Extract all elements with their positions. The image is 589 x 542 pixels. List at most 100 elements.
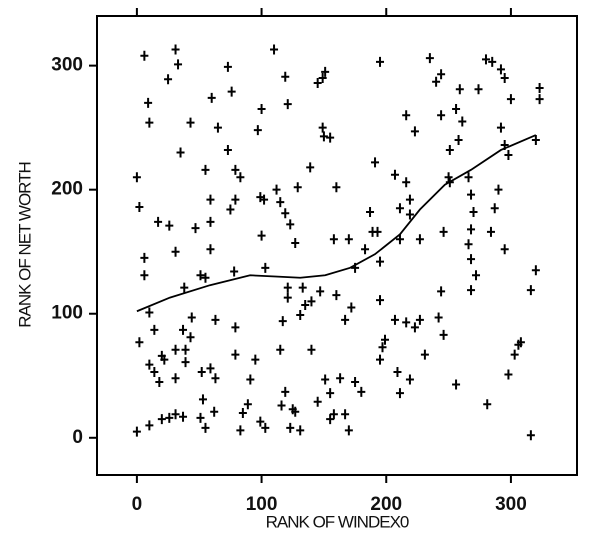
- point: [223, 61, 232, 72]
- point: [321, 66, 330, 77]
- point: [357, 386, 366, 397]
- point: [415, 234, 424, 245]
- point: [504, 149, 513, 160]
- point: [488, 56, 497, 67]
- point: [196, 412, 205, 423]
- point: [171, 373, 180, 384]
- y-tick-label: 100: [51, 303, 83, 324]
- point: [181, 357, 190, 368]
- point: [341, 409, 350, 420]
- point: [319, 131, 328, 142]
- point: [201, 164, 210, 175]
- point: [474, 84, 483, 95]
- point: [510, 349, 519, 360]
- x-tick-label: 300: [495, 494, 527, 515]
- point: [145, 117, 154, 128]
- point: [296, 425, 305, 436]
- point: [132, 426, 141, 437]
- point: [307, 296, 316, 307]
- point: [439, 226, 448, 237]
- point: [496, 64, 505, 75]
- point: [165, 220, 174, 231]
- x-tick-label: 0: [132, 494, 143, 515]
- point: [458, 116, 467, 127]
- plot-frame: [96, 15, 578, 476]
- point: [402, 177, 411, 188]
- point: [206, 216, 215, 227]
- point: [415, 314, 424, 325]
- point: [246, 374, 255, 385]
- point: [261, 422, 270, 433]
- y-tick-label: 0: [72, 427, 83, 448]
- point: [496, 122, 505, 133]
- point: [286, 219, 295, 230]
- point: [180, 282, 189, 293]
- point: [283, 282, 292, 293]
- point: [490, 203, 499, 214]
- point: [201, 422, 210, 433]
- point: [179, 411, 188, 422]
- point: [251, 354, 260, 365]
- point: [344, 234, 353, 245]
- point: [145, 359, 154, 370]
- point: [390, 169, 399, 180]
- smooth-line: [136, 134, 537, 313]
- x-tick-label: 200: [370, 494, 402, 515]
- point: [298, 282, 307, 293]
- point: [165, 412, 174, 423]
- point: [210, 406, 219, 417]
- point: [318, 122, 327, 133]
- point: [405, 209, 414, 220]
- y-axis-title: RANK OF NET WORTH: [15, 162, 34, 328]
- point: [257, 104, 266, 115]
- point: [140, 252, 149, 263]
- point: [434, 312, 443, 323]
- point: [171, 409, 180, 420]
- point: [494, 184, 503, 195]
- point: [395, 388, 404, 399]
- point: [376, 56, 385, 67]
- point: [307, 344, 316, 355]
- point: [301, 300, 310, 311]
- point: [281, 208, 290, 219]
- point: [277, 400, 286, 411]
- point: [291, 406, 300, 417]
- point: [329, 234, 338, 245]
- point: [150, 367, 159, 378]
- point: [145, 307, 154, 318]
- point: [366, 207, 375, 218]
- point: [405, 194, 414, 205]
- point: [171, 44, 180, 55]
- point: [174, 59, 183, 70]
- point: [395, 234, 404, 245]
- point: [260, 194, 269, 205]
- point: [318, 73, 327, 84]
- point: [144, 97, 153, 108]
- point: [171, 246, 180, 257]
- point: [283, 292, 292, 303]
- point: [135, 202, 144, 213]
- point: [376, 354, 385, 365]
- point: [452, 104, 461, 115]
- point: [344, 425, 353, 436]
- point: [467, 224, 476, 235]
- point: [321, 374, 330, 385]
- point: [201, 272, 210, 283]
- point: [405, 374, 414, 385]
- point: [211, 373, 220, 384]
- point: [231, 322, 240, 333]
- point: [243, 399, 252, 410]
- point: [313, 396, 322, 407]
- point: [150, 324, 159, 335]
- point: [171, 344, 180, 355]
- point: [347, 302, 356, 313]
- point: [154, 216, 163, 227]
- point: [486, 226, 495, 237]
- point: [351, 376, 360, 387]
- point: [316, 286, 325, 297]
- point: [535, 82, 544, 93]
- point: [402, 110, 411, 121]
- point: [381, 334, 389, 345]
- point: [191, 223, 200, 234]
- point: [283, 99, 292, 110]
